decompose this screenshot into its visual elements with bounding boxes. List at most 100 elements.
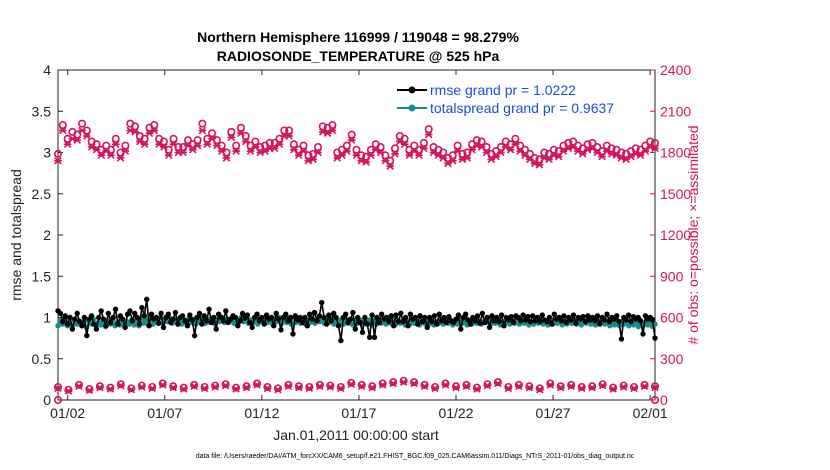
obs-assimilated-lower-star: [106, 385, 115, 393]
rmse-point: [594, 313, 601, 319]
rmse-point: [292, 313, 299, 319]
obs-possible-upper-circle: [265, 138, 274, 147]
rmse-point: [79, 323, 85, 329]
obs-assimilated-lower-star: [117, 381, 125, 390]
data-file-footer: data file: /Users/raeder/DAI/ATM_forcXX/…: [196, 453, 635, 460]
obs-possible-lower-circle: [472, 383, 481, 392]
rmse-point: [153, 314, 160, 321]
rmse-point: [187, 312, 193, 318]
obs-possible-lower-circle: [127, 384, 136, 393]
obs-possible-upper-circle: [304, 151, 313, 160]
obs-possible-lower-circle: [74, 380, 83, 389]
rmse-point: [520, 312, 526, 318]
rmse-point: [616, 318, 622, 325]
rmse-point: [316, 313, 323, 319]
rmse-point: [304, 323, 311, 329]
obs-possible-upper-circle: [92, 140, 101, 149]
obs-possible-upper-circle: [549, 145, 558, 154]
rmse-point: [122, 324, 128, 331]
obs-possible-lower-circle: [294, 382, 303, 391]
rmse-point: [652, 335, 658, 341]
rmse-point: [537, 318, 543, 325]
obs-assimilated-upper-star: [386, 162, 395, 171]
obs-assimilated-lower-star: [609, 385, 617, 393]
rmse-point: [431, 313, 438, 319]
rmse-point: [328, 318, 335, 324]
obs-possible-lower-circle: [221, 380, 230, 389]
rmse-point: [278, 327, 284, 333]
rmse-point: [434, 321, 440, 327]
totalspread-point: [592, 322, 599, 328]
obs-possible-lower-circle: [158, 379, 167, 388]
obs-assimilated-lower-star: [263, 384, 272, 393]
rmse-point: [378, 311, 385, 317]
obs-assimilated-upper-star: [651, 144, 659, 153]
obs-possible-upper-circle: [583, 140, 592, 149]
rmse-point: [534, 314, 541, 321]
obs-lower-markers: [53, 376, 659, 404]
rmse-point: [158, 310, 164, 317]
rmse-point: [388, 313, 394, 319]
obs-assimilated-lower-star: [85, 386, 94, 395]
obs-possible-upper-circle: [164, 145, 173, 154]
rmse-point: [239, 310, 246, 317]
obs-possible-upper-circle: [174, 143, 183, 152]
rmse-point: [96, 314, 102, 321]
obs-possible-upper-circle: [424, 125, 433, 134]
obs-possible-lower-circle: [441, 379, 450, 388]
rmse-point: [623, 317, 629, 323]
rmse-point: [343, 311, 349, 317]
obs-possible-upper-circle: [121, 141, 130, 150]
obs-assimilated-lower-star: [483, 381, 492, 390]
y-tick-right-label: 0: [660, 392, 668, 408]
obs-possible-upper-circle: [458, 149, 467, 158]
rmse-point: [287, 314, 294, 321]
rmse-point: [64, 321, 71, 327]
rmse-point: [604, 311, 610, 317]
obs-assimilated-upper-star: [116, 154, 125, 162]
rmse-point: [465, 317, 471, 323]
rmse-point: [640, 331, 646, 337]
rmse-point: [144, 296, 150, 303]
rmse-point: [189, 317, 195, 323]
obs-possible-lower-circle: [493, 378, 502, 387]
rmse-point: [72, 316, 78, 322]
rmse-point: [319, 299, 325, 306]
obs-assimilated-lower-star: [326, 383, 335, 391]
rmse-point: [223, 308, 229, 314]
x-tick-label: 02/01: [633, 405, 668, 421]
obs-assimilated-upper-star: [415, 151, 423, 160]
obs-possible-lower-circle: [190, 380, 199, 389]
obs-possible-lower-circle: [420, 380, 429, 389]
obs-possible-lower-circle: [305, 382, 314, 391]
obs-possible-lower-circle: [410, 378, 419, 387]
rmse-point: [232, 314, 239, 321]
rmse-point: [525, 313, 531, 320]
rmse-point: [76, 318, 83, 325]
totalspread-point: [131, 322, 137, 328]
y-tick-left-label: 1.5: [32, 268, 52, 284]
obs-possible-lower-circle: [64, 385, 73, 394]
rmse-point: [105, 310, 112, 317]
x-tick-label: 01/12: [244, 405, 279, 421]
rmse-point: [580, 313, 586, 320]
rmse-point: [405, 323, 411, 329]
obs-possible-lower-circle: [389, 378, 398, 387]
obs-assimilated-upper-star: [111, 140, 120, 149]
obs-assimilated-upper-star: [362, 158, 370, 166]
rmse-point: [196, 310, 203, 317]
obs-assimilated-lower-star: [148, 384, 157, 393]
obs-possible-lower-circle: [598, 380, 607, 389]
rmse-point: [184, 323, 191, 329]
obs-possible-upper-circle: [131, 122, 140, 131]
obs-possible-lower-circle: [483, 380, 492, 389]
rmse-point: [74, 310, 80, 317]
rmse-point: [508, 313, 514, 320]
obs-assimilated-upper-star: [314, 148, 322, 157]
rmse-point: [407, 311, 414, 317]
rmse-point: [57, 310, 64, 317]
obs-assimilated-lower-star: [535, 385, 544, 394]
right-axis-ticks: 0 300 600 900 1200 1500 1800 2100 2400: [650, 62, 691, 408]
obs-possible-lower-circle: [263, 382, 272, 391]
rmse-point: [458, 326, 464, 332]
